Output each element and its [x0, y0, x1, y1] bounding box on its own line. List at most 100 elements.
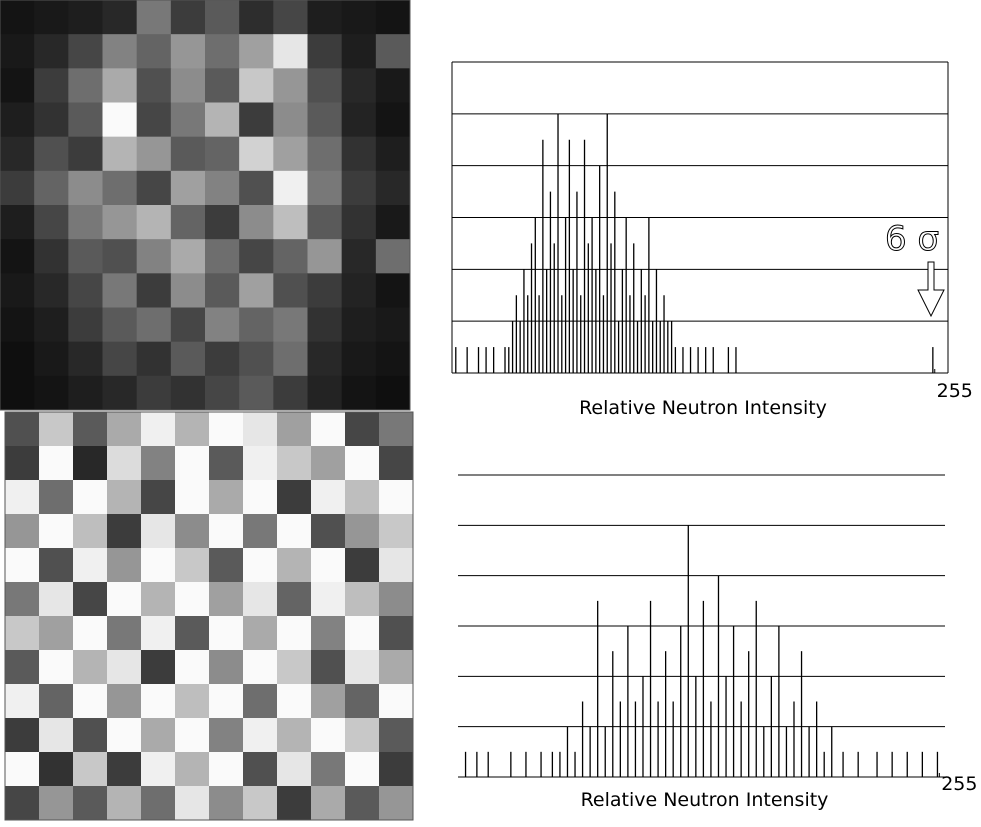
pixel: [141, 446, 176, 481]
pixel: [107, 446, 142, 481]
pixel: [102, 170, 138, 206]
pixel: [341, 170, 377, 206]
pixel: [39, 718, 74, 753]
pixel: [311, 786, 346, 821]
pixel: [379, 718, 414, 753]
pixel: [379, 412, 414, 447]
pixel: [68, 102, 103, 138]
pixel: [209, 616, 244, 651]
pixel: [273, 375, 308, 411]
pixel: [39, 786, 74, 821]
pixel: [277, 446, 312, 481]
pixel: [345, 718, 380, 753]
pixel: [170, 0, 206, 35]
pixel: [39, 616, 74, 651]
pixel: [39, 412, 74, 447]
pixel: [141, 684, 176, 719]
pixel: [34, 102, 69, 138]
pixel: [175, 412, 210, 447]
pixel: [39, 548, 74, 583]
pixel: [375, 239, 411, 274]
pixel: [375, 34, 411, 69]
pixel: [68, 68, 103, 103]
pixel: [141, 650, 176, 685]
pixel: [141, 582, 176, 617]
pixel: [243, 650, 278, 685]
pixel: [375, 341, 411, 377]
pixel: [34, 273, 69, 308]
pixel: [136, 205, 172, 240]
pixel: [136, 136, 172, 172]
pixel: [345, 786, 380, 821]
pixel: [73, 684, 108, 719]
pixel: [170, 341, 206, 377]
pixel: [277, 514, 312, 549]
pixel: [311, 548, 346, 583]
pixel: [345, 514, 380, 549]
pixel: [107, 514, 142, 549]
pixel: [379, 684, 414, 719]
pixel: [209, 786, 244, 821]
x-tick-label: 255: [941, 773, 977, 795]
pixel: [102, 0, 138, 35]
x-axis-label: Relative Neutron Intensity: [581, 789, 829, 811]
pixel: [107, 684, 142, 719]
pixel: [311, 582, 346, 617]
pixel: [273, 34, 308, 69]
pixel: [277, 786, 312, 821]
pixel: [277, 684, 312, 719]
pixel: [239, 307, 274, 343]
pixel: [379, 514, 414, 549]
pixel: [375, 102, 411, 138]
pixel: [170, 239, 206, 274]
pixel: [239, 375, 274, 411]
pixel: [170, 273, 206, 308]
pixel: [205, 205, 240, 240]
pixel: [5, 718, 40, 753]
pixel: [34, 307, 69, 343]
pixel: [5, 684, 40, 719]
pixel: [375, 170, 411, 206]
pixel: [345, 480, 380, 515]
pixel: [307, 273, 343, 308]
pixel: [243, 480, 278, 515]
pixel: [307, 341, 343, 377]
pixel: [175, 718, 210, 753]
pixel: [311, 446, 346, 481]
pixel: [5, 514, 40, 549]
histogram: 255 Relative Neutron Intensity 6 σ: [451, 61, 973, 419]
pixel: [273, 102, 308, 138]
pixel: [379, 480, 414, 515]
histogram: 255 Relative Neutron Intensity: [458, 474, 977, 811]
pixel: [307, 307, 343, 343]
pixel: [273, 205, 308, 240]
pixel: [345, 616, 380, 651]
pixel: [341, 205, 377, 240]
pixel: [68, 375, 103, 411]
pixel: [107, 412, 142, 447]
pixel: [0, 273, 35, 308]
pixel: [379, 616, 414, 651]
pixel: [341, 102, 377, 138]
pixel: [0, 102, 35, 138]
pixel: [209, 412, 244, 447]
pixel: [68, 341, 103, 377]
pixel: [73, 412, 108, 447]
pixel: [345, 650, 380, 685]
pixel: [68, 205, 103, 240]
pixel: [102, 136, 138, 172]
pixel: [277, 412, 312, 447]
pixel: [102, 341, 138, 377]
pixel: [0, 34, 35, 69]
pixel: [170, 170, 206, 206]
pixel: [239, 34, 274, 69]
pixel: [136, 34, 172, 69]
pixel: [341, 341, 377, 377]
pixel: [136, 375, 172, 411]
pixel: [39, 684, 74, 719]
pixel: [175, 616, 210, 651]
pixel: [209, 752, 244, 787]
pixel: [107, 718, 142, 753]
pixel: [170, 205, 206, 240]
pixel: [136, 68, 172, 103]
